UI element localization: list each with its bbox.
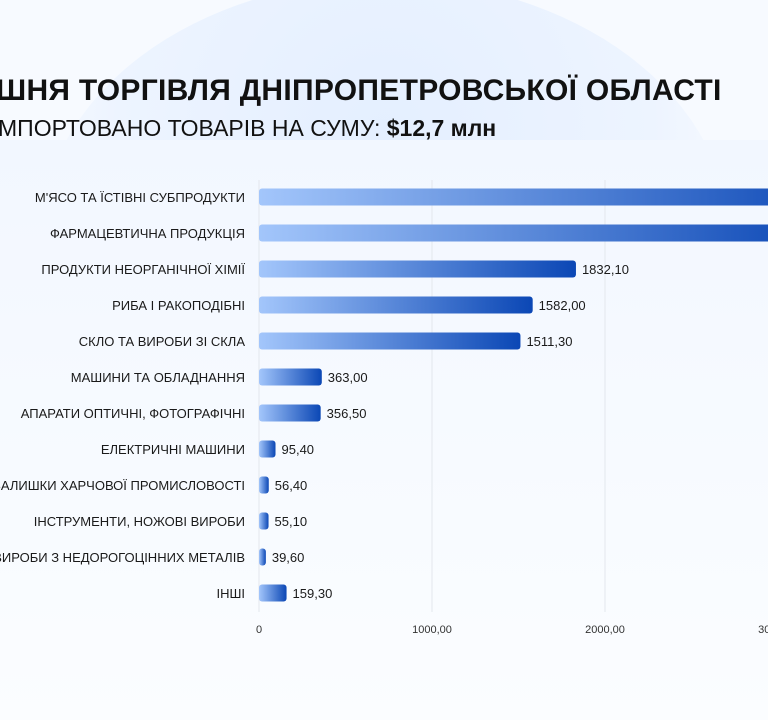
bar xyxy=(259,260,576,278)
bar xyxy=(259,512,269,530)
value-label: 363,00 xyxy=(328,370,368,385)
bar xyxy=(259,548,266,566)
category-label: ЕЛЕКТРИЧНІ МАШИНИ xyxy=(101,442,245,457)
category-label: СКЛО ТА ВИРОБИ ЗІ СКЛА xyxy=(79,334,246,349)
value-label: 159,30 xyxy=(293,586,333,601)
value-label: 95,40 xyxy=(282,442,315,457)
bar xyxy=(259,188,768,206)
x-tick-label: 2000,00 xyxy=(585,624,625,636)
bar xyxy=(259,440,276,458)
category-label: ФАРМАЦЕВТИЧНА ПРОДУКЦІЯ xyxy=(50,226,245,241)
category-label: ПРОДУКТИ НЕОРГАНІЧНОЇ ХІМІЇ xyxy=(41,262,245,277)
x-tick-label: 3000,00 xyxy=(758,624,768,636)
value-label: 55,10 xyxy=(275,514,308,529)
bar xyxy=(259,296,533,314)
x-tick-label: 1000,00 xyxy=(412,624,452,636)
page-title: ШНЯ ТОРГІВЛЯ ДНІПРОПЕТРОВСЬКОЇ ОБЛАСТІ xyxy=(0,74,722,107)
category-label: ВИРОБИ З НЕДОРОГОЦІННИХ МЕТАЛІВ xyxy=(0,550,245,565)
bar xyxy=(259,584,287,602)
subtitle-amount: $12,7 млн xyxy=(386,115,497,141)
subtitle-prefix: МПОРТОВАНО ТОВАРІВ НА СУМУ: xyxy=(0,115,381,141)
bar xyxy=(259,404,321,422)
category-label: МАШИНИ ТА ОБЛАДНАННЯ xyxy=(71,370,245,385)
value-label: 356,50 xyxy=(327,406,367,421)
value-label: 56,40 xyxy=(275,478,308,493)
value-label: 1511,30 xyxy=(526,334,572,349)
category-label: М'ЯСО ТА ЇСТІВНІ СУБПРОДУКТИ xyxy=(35,190,245,205)
category-label: АПАРАТИ ОПТИЧНІ, ФОТОГРАФІЧНІ xyxy=(21,406,245,421)
category-label: ІНСТРУМЕНТИ, НОЖОВІ ВИРОБИ xyxy=(34,514,245,529)
bar xyxy=(259,332,521,350)
category-label: ІНШІ xyxy=(216,586,245,601)
category-label: РИБА І РАКОПОДІБНІ xyxy=(112,298,245,313)
category-label: ЗАЛИШКИ ХАРЧОВОЇ ПРОМИСЛОВОСТІ xyxy=(0,478,245,493)
bar xyxy=(259,476,269,494)
value-label: 1832,10 xyxy=(582,262,629,277)
bar xyxy=(259,368,322,386)
x-tick-label: 0 xyxy=(256,624,262,636)
page-subtitle: МПОРТОВАНО ТОВАРІВ НА СУМУ: $12,7 млн xyxy=(0,115,496,142)
value-label: 39,60 xyxy=(272,550,305,565)
value-label: 1582,00 xyxy=(539,298,586,313)
bar xyxy=(259,224,768,242)
